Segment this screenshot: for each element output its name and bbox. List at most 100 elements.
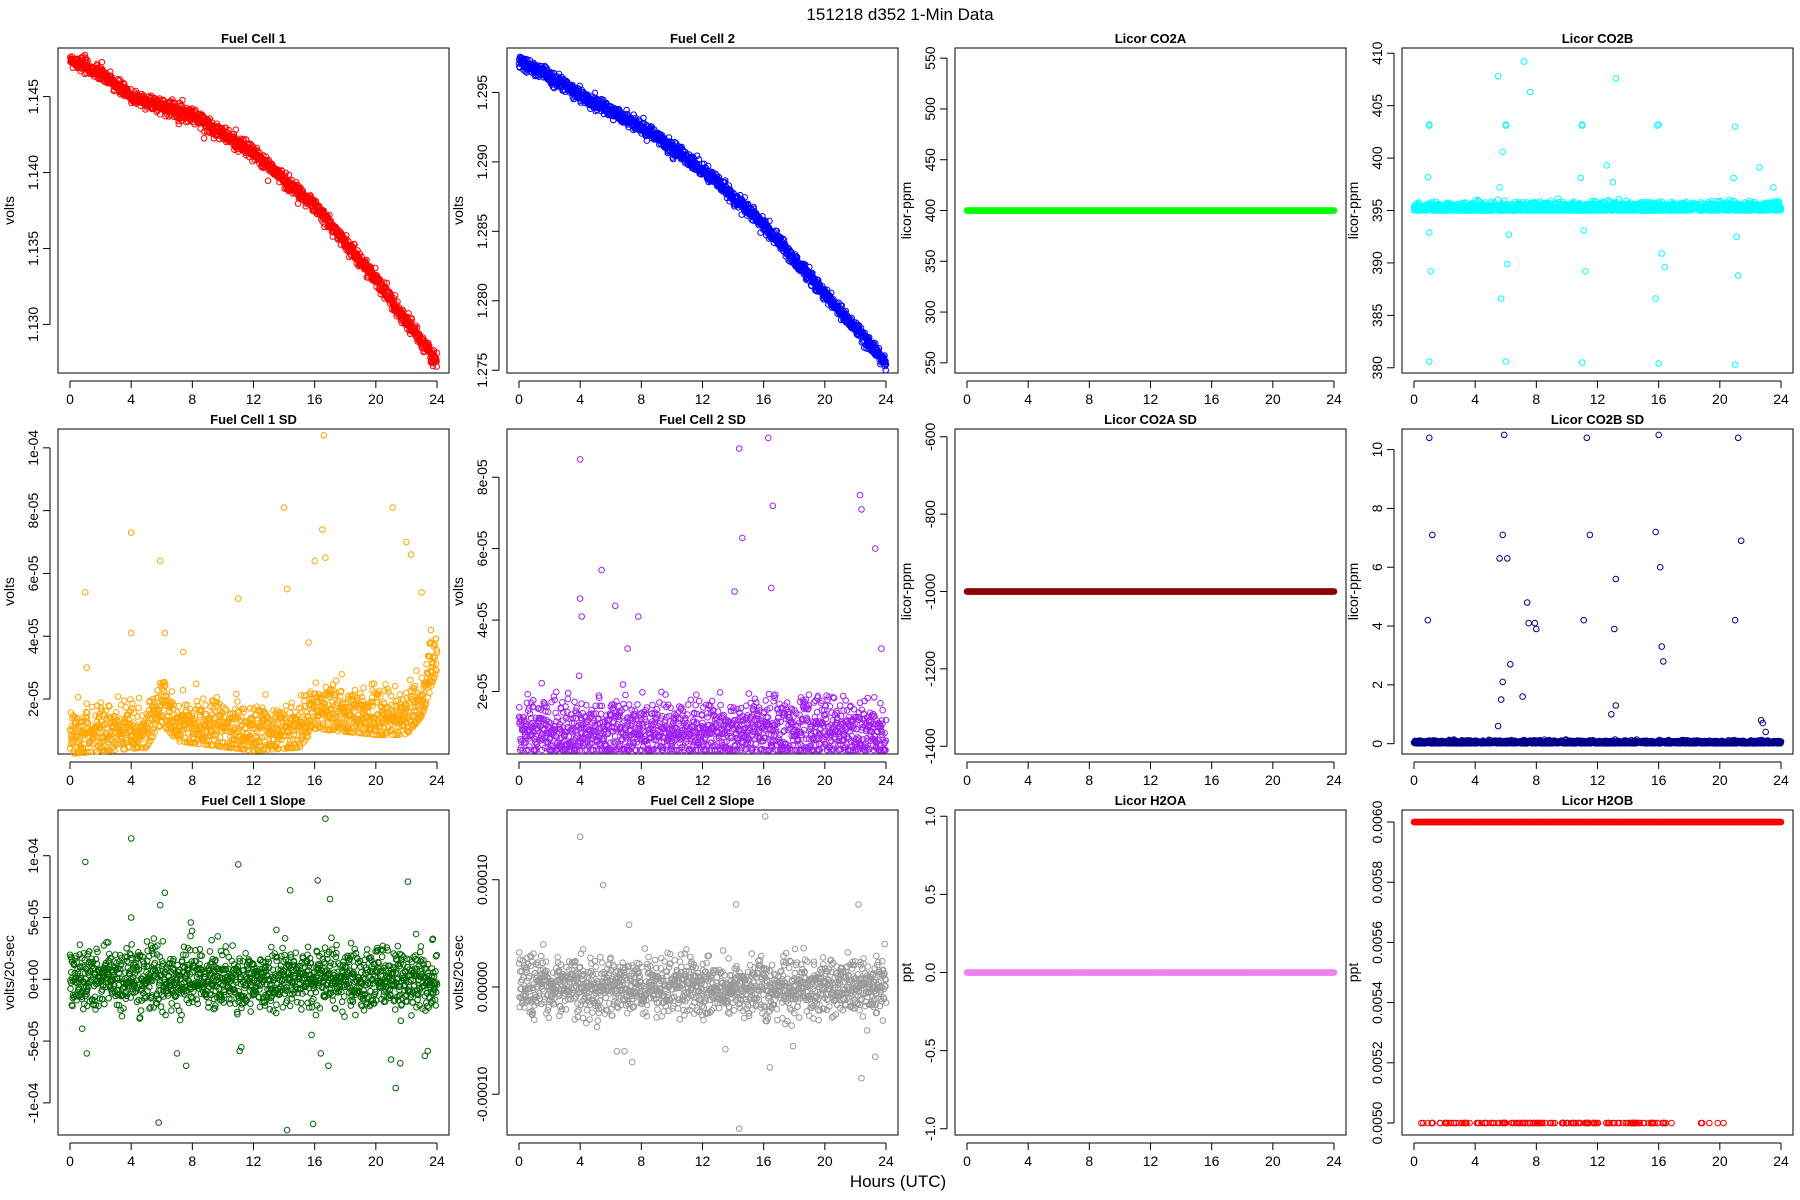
x-tick-label: 8 — [1085, 391, 1093, 407]
x-tick-label: 8 — [1532, 391, 1540, 407]
data-point — [1426, 358, 1433, 365]
x-tick-label: 0 — [963, 391, 971, 407]
plot-frame — [57, 47, 450, 374]
data-point — [1731, 123, 1739, 130]
data-point — [1426, 229, 1433, 236]
data-point — [1502, 358, 1510, 365]
y-tick-label: 380 — [1369, 356, 1385, 380]
panel-title: Fuel Cell 1 — [221, 31, 286, 46]
y-tick-label: 1.290 — [474, 144, 490, 179]
y-tick-label: 500 — [922, 97, 938, 121]
y-tick-label: 395 — [1369, 199, 1385, 223]
data-point — [299, 187, 307, 195]
data-series — [515, 53, 890, 374]
x-axis: 0 4 8 12 16 20 24 — [66, 761, 445, 788]
plot-frame — [506, 47, 899, 374]
data-point — [1756, 164, 1763, 171]
data-point — [1497, 295, 1505, 302]
data-point — [1612, 75, 1620, 82]
x-tick-label: 4 — [127, 772, 135, 788]
x-tick-label: 12 — [1590, 391, 1606, 407]
data-point — [1427, 268, 1435, 275]
data-point — [372, 264, 379, 272]
data-point — [342, 235, 350, 243]
y-tick-label: 250 — [922, 351, 938, 375]
x-tick-label: 20 — [817, 391, 833, 407]
y-axis-label: licor-ppm — [898, 182, 914, 240]
data-point — [1603, 162, 1610, 169]
panel-title: Licor CO2B — [1562, 31, 1634, 46]
x-tick-label: 12 — [695, 391, 711, 407]
y-tick-label: 1.295 — [474, 75, 490, 110]
x-tick-label: 20 — [368, 391, 384, 407]
y-tick-label: 390 — [1369, 251, 1385, 275]
data-point — [363, 256, 370, 264]
data-point — [98, 58, 106, 66]
y-tick-label: 400 — [1369, 146, 1385, 170]
panel-title: Fuel Cell 2 — [670, 31, 735, 46]
data-point — [1730, 174, 1737, 182]
panel-title: Fuel Cell 1 SD — [210, 412, 297, 427]
data-point — [339, 231, 346, 239]
x-tick-label: 8 — [188, 391, 196, 407]
data-point — [285, 171, 293, 179]
data-point — [1734, 272, 1742, 279]
data-point — [230, 130, 238, 138]
data-point — [1580, 227, 1587, 234]
y-tick-label: 1.275 — [474, 352, 490, 387]
data-point — [171, 99, 179, 107]
x-tick-label: 16 — [1204, 391, 1220, 407]
data-point — [374, 274, 382, 282]
y-tick-label: 405 — [1369, 94, 1385, 118]
y-tick-label: 1.130 — [25, 307, 41, 342]
data-point — [1582, 268, 1589, 275]
data-point — [175, 117, 182, 125]
data-series — [67, 51, 441, 370]
x-tick-label: 4 — [1024, 391, 1032, 407]
data-point — [358, 253, 365, 261]
x-tick-label: 24 — [429, 391, 445, 407]
data-point — [1520, 58, 1528, 65]
y-tick-label: 300 — [922, 300, 938, 324]
data-point — [1731, 361, 1739, 368]
data-point — [114, 75, 121, 83]
y-tick-label: 350 — [922, 249, 938, 273]
data-point — [81, 51, 89, 59]
panel-title: Licor CO2A — [1115, 31, 1187, 46]
y-axis-label: volts — [1, 577, 17, 606]
data-point — [1526, 88, 1534, 96]
y-tick-label: 1.285 — [474, 214, 490, 249]
x-tick-label: 0 — [1410, 391, 1418, 407]
x-tick-label: 8 — [188, 772, 196, 788]
data-point — [1496, 184, 1503, 191]
x-tick-label: 0 — [66, 391, 74, 407]
x-tick-label: 8 — [637, 391, 645, 407]
x-tick-label: 24 — [1326, 391, 1342, 407]
x-tick-label: 4 — [576, 391, 584, 407]
data-point — [264, 177, 272, 185]
y-axis-label: licor-ppm — [1345, 182, 1361, 240]
y-tick-label: 1.140 — [25, 155, 41, 190]
data-point — [1658, 250, 1665, 257]
y-axis: 380 385 390 395 400 405 410 — [1369, 41, 1395, 380]
plot-frame — [57, 428, 450, 755]
x-tick-label: 12 — [246, 391, 262, 407]
y-tick-label: 1.145 — [25, 79, 41, 114]
data-point — [1578, 359, 1586, 366]
x-axis: 0 4 8 12 16 20 24 — [1410, 380, 1789, 407]
y-tick-label: 550 — [922, 46, 938, 70]
x-tick-label: 20 — [1265, 391, 1281, 407]
y-tick-label: 385 — [1369, 303, 1385, 327]
y-tick-label: 410 — [1369, 41, 1385, 65]
x-tick-label: 16 — [307, 391, 323, 407]
x-axis: 0 4 8 12 16 20 24 — [66, 380, 445, 407]
data-point — [1424, 173, 1432, 181]
data-point — [343, 232, 350, 239]
